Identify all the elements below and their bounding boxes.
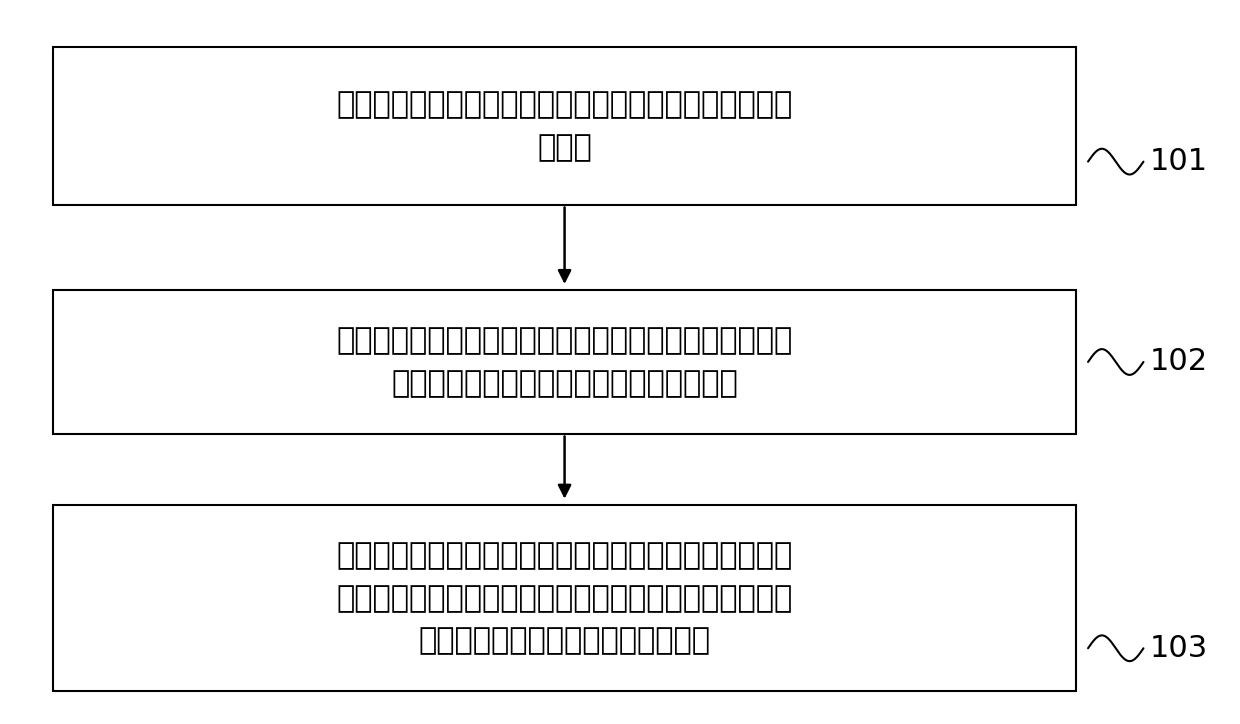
Bar <box>53 505 1076 691</box>
Text: 根据系统的电气拓扑结构及信号关联关系生成蚁群算法拓
扑结构: 根据系统的电气拓扑结构及信号关联关系生成蚁群算法拓 扑结构 <box>336 90 792 161</box>
Text: 101: 101 <box>1149 147 1208 176</box>
Text: 103: 103 <box>1149 634 1208 662</box>
Text: 102: 102 <box>1149 348 1208 376</box>
Text: 根据当前检测周期内的蚁群算法拓扑结构中每条路径发生
信号跳变的次数确定每条路径的信息素大小: 根据当前检测周期内的蚁群算法拓扑结构中每条路径发生 信号跳变的次数确定每条路径的… <box>336 326 792 398</box>
Bar <box>53 290 1076 434</box>
Bar <box>53 47 1076 205</box>
Text: 若确定在当前检测周期内发生故障，则确定最大信息素对
应的路径为发生故障的路径，并确定最大信息素对应的路
径中发生信号跳变的部件为故障部件: 若确定在当前检测周期内发生故障，则确定最大信息素对 应的路径为发生故障的路径，并… <box>336 541 792 655</box>
